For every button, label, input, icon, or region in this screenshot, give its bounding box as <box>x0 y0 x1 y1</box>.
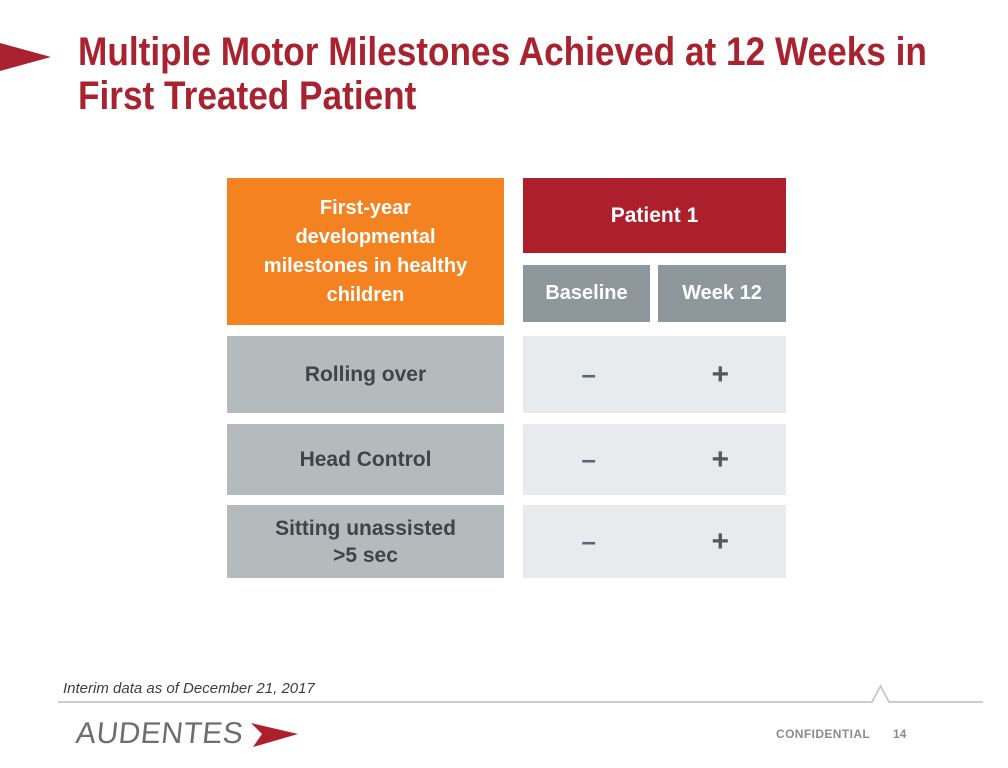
table-row-values: – + <box>523 424 786 495</box>
footnote: Interim data as of December 21, 2017 <box>63 680 315 697</box>
week12-value: + <box>711 524 730 558</box>
row-label-sitting-unassisted: Sitting unassisted >5 sec <box>227 505 504 578</box>
logo-wordmark: AUDENTES <box>74 717 246 750</box>
baseline-value: – <box>581 444 596 474</box>
audentes-logo: AUDENTES <box>74 716 299 752</box>
col-header-week12: Week 12 <box>658 265 786 322</box>
baseline-value: – <box>581 526 596 556</box>
title-accent-arrow-icon <box>0 43 51 71</box>
row-label-head-control: Head Control <box>227 424 504 495</box>
table-header-milestones: First-year developmental milestones in h… <box>227 178 504 325</box>
col-header-baseline: Baseline <box>523 265 650 322</box>
slide-title: Multiple Motor Milestones Achieved at 12… <box>78 30 927 118</box>
week12-value: + <box>711 357 730 391</box>
table-row-values: – + <box>523 336 786 413</box>
table-row-values: – + <box>523 505 786 578</box>
row-label-rolling-over: Rolling over <box>227 336 504 413</box>
page-number: 14 <box>893 727 907 741</box>
baseline-value: – <box>581 359 596 389</box>
confidential-label: CONFIDENTIAL <box>776 727 871 741</box>
table-header-patient: Patient 1 <box>523 178 786 253</box>
logo-arrow-icon <box>251 723 299 747</box>
week12-value: + <box>711 442 730 476</box>
divider-pulse-line <box>58 684 983 703</box>
